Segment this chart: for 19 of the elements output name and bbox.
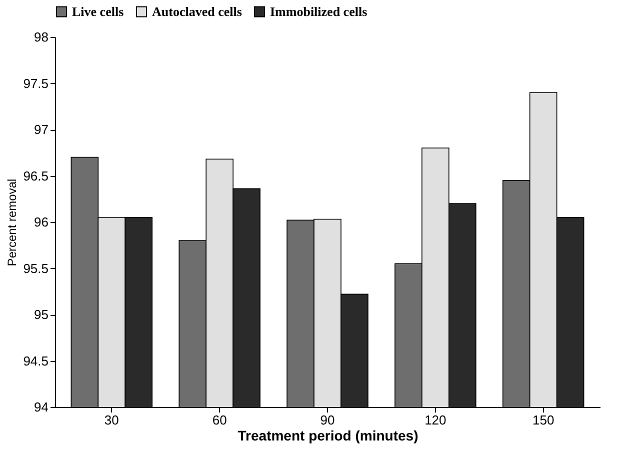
y-tick-label: 97	[34, 122, 48, 137]
x-tick-label: 90	[320, 412, 335, 428]
y-tick-label: 95.5	[23, 260, 48, 276]
y-axis-title: Percent removal	[5, 178, 20, 266]
legend-label: Immobilized cells	[270, 4, 368, 19]
x-tick-label: 30	[104, 412, 119, 428]
x-axis-title: Treatment period (minutes)	[238, 428, 418, 444]
y-tick-label: 95	[34, 307, 48, 322]
y-tick-label: 94.5	[23, 353, 48, 368]
legend-label: Autoclaved cells	[152, 4, 242, 19]
x-tick-label: 150	[532, 412, 554, 428]
x-tick-label: 60	[212, 412, 227, 428]
y-tick-label: 96	[34, 214, 48, 230]
y-tick-label: 94	[34, 400, 48, 414]
y-tick-label: 96.5	[23, 168, 48, 184]
y-tick-label: 98	[34, 30, 48, 44]
y-tick-label: 97.5	[23, 76, 48, 91]
x-tick-label: 120	[424, 412, 446, 428]
legend-label: Live cells	[72, 4, 124, 19]
